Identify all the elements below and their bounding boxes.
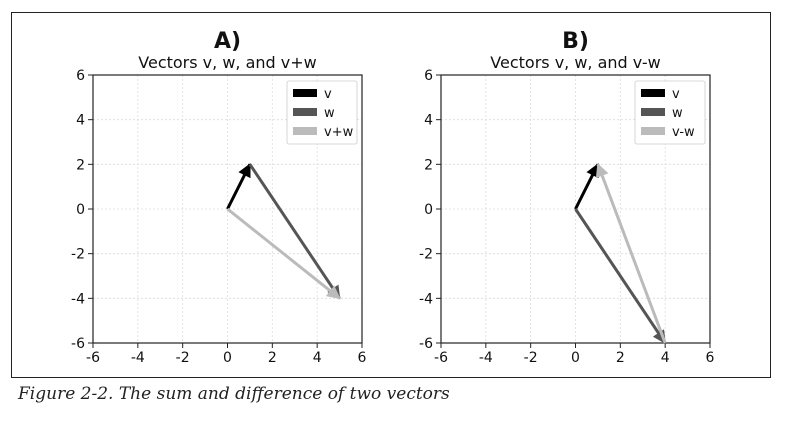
y-tick-label: -2	[71, 247, 85, 263]
y-tick-label: -6	[419, 336, 433, 352]
chart-panel-2: B)Vectors v, w, and v-w -6 -4 -2 0 2 4 6 -6 -4 -2 0…	[419, 29, 715, 366]
x-tick-label: 6	[706, 350, 715, 366]
y-tick-label: 6	[424, 68, 433, 84]
x-tick-label: -6	[434, 350, 448, 366]
chart-panel-1: A)Vectors v, w, and v+w -6 -4 -2 0 2 4 6 -6 -4 -2 0…	[71, 29, 367, 366]
y-tick-label: -6	[71, 336, 85, 352]
y-tick-label: -4	[71, 291, 85, 307]
vector-v+w	[226, 207, 341, 300]
y-tick-label: -4	[419, 291, 433, 307]
y-tick-label: 4	[76, 113, 85, 129]
x-tick-label: -4	[479, 350, 493, 366]
x-tick-label: 4	[661, 350, 670, 366]
x-tick-label: -2	[524, 350, 538, 366]
x-tick-label: 4	[313, 350, 322, 366]
figure-caption: Figure 2-2. The sum and difference of tw…	[18, 384, 450, 404]
chart-title: Vectors v, w, and v-w	[490, 53, 660, 72]
y-tick-label: 6	[76, 68, 85, 84]
panel-label: B)	[562, 29, 589, 54]
legend-label: v	[672, 87, 680, 102]
chart-title: Vectors v, w, and v+w	[138, 53, 316, 72]
legend-label: v-w	[672, 125, 695, 140]
vector-w	[248, 163, 341, 300]
x-tick-label: 2	[616, 350, 625, 366]
panel-label: A)	[214, 29, 241, 54]
x-tick-label: 0	[223, 350, 232, 366]
vector-v	[574, 163, 600, 210]
x-tick-label: -2	[176, 350, 190, 366]
vector-w	[574, 208, 667, 345]
legend-swatch	[293, 108, 317, 116]
legend-swatch	[641, 108, 665, 116]
vector-v	[226, 163, 252, 210]
legend-label: w	[324, 106, 335, 121]
x-tick-label: 2	[268, 350, 277, 366]
y-tick-label: 0	[76, 202, 85, 218]
legend-swatch	[293, 127, 317, 135]
y-tick-label: 4	[424, 113, 433, 129]
y-tick-label: 2	[424, 157, 433, 173]
legend-swatch	[293, 89, 317, 97]
y-tick-label: 0	[424, 202, 433, 218]
vector-v-w	[595, 163, 667, 344]
legend-swatch	[641, 89, 665, 97]
y-tick-label: -2	[419, 247, 433, 263]
x-tick-label: -4	[131, 350, 145, 366]
legend-swatch	[641, 127, 665, 135]
legend-label: w	[672, 106, 683, 121]
x-tick-label: 0	[571, 350, 580, 366]
x-tick-label: -6	[86, 350, 100, 366]
legend-label: v	[324, 87, 332, 102]
x-tick-label: 6	[358, 350, 367, 366]
legend-label: v+w	[324, 125, 354, 140]
y-tick-label: 2	[76, 157, 85, 173]
